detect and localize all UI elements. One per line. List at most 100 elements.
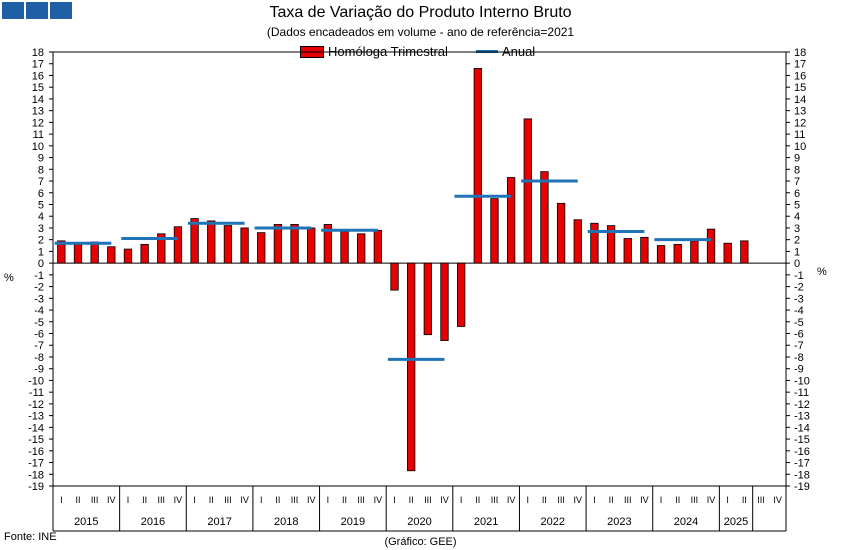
logo xyxy=(2,2,72,19)
y-tick-label-left: -15 xyxy=(28,434,44,446)
bar-quarterly xyxy=(440,262,449,341)
x-tick-label-quarter: II xyxy=(409,495,414,505)
bar-quarterly xyxy=(290,224,299,264)
x-tick-label-quarter: I xyxy=(593,495,596,505)
bar-quarterly xyxy=(307,227,316,264)
x-tick-label-quarter: II xyxy=(675,495,680,505)
y-tick-label-left: 3 xyxy=(38,223,44,235)
y-tick-label-left: -1 xyxy=(34,270,44,282)
y-tick-label-right: 18 xyxy=(794,47,806,59)
bar-quarterly xyxy=(490,198,499,264)
x-tick-label-quarter: I xyxy=(260,495,263,505)
y-tick-label-left: 16 xyxy=(32,70,44,82)
x-tick-label-year: 2021 xyxy=(474,516,498,528)
logo-block xyxy=(50,2,72,19)
y-tick-label-right: 15 xyxy=(794,82,806,94)
y-tick-label-right: 10 xyxy=(794,141,806,153)
bar-quarterly xyxy=(340,231,349,264)
y-tick-label-left: 13 xyxy=(32,106,44,118)
bar-quarterly xyxy=(623,238,632,264)
y-tick-label-left: -17 xyxy=(28,458,44,470)
y-tick-label-right: 7 xyxy=(794,176,800,188)
x-tick-label-quarter: I xyxy=(193,495,196,505)
x-tick-label-quarter: II xyxy=(742,495,747,505)
chart-subtitle: (Dados encadeados em volume - ano de ref… xyxy=(266,25,575,39)
y-tick-label-left: -4 xyxy=(34,305,44,317)
x-tick-label-quarter: I xyxy=(527,495,530,505)
x-tick-label-quarter: IV xyxy=(507,495,516,505)
x-tick-label-quarter: III xyxy=(691,495,699,505)
y-tick-label-right: -4 xyxy=(794,305,804,317)
y-tick-label-left: -10 xyxy=(28,375,44,387)
y-tick-label-left: 0 xyxy=(38,258,44,270)
y-tick-label-right: -5 xyxy=(794,317,804,329)
y-tick-label-left: -3 xyxy=(34,293,44,305)
y-tick-label-right: 12 xyxy=(794,117,806,129)
bar-quarterly xyxy=(740,240,749,264)
bar-quarterly xyxy=(373,229,383,264)
y-tick-label-left: 5 xyxy=(38,199,44,211)
x-tick-label-quarter: III xyxy=(557,495,565,505)
y-tick-label-left: -6 xyxy=(34,329,44,341)
x-tick-label-quarter: II xyxy=(342,495,347,505)
y-tick-label-right: 11 xyxy=(794,129,805,141)
bar-quarterly xyxy=(273,224,283,264)
y-tick-label-left: -12 xyxy=(28,399,44,411)
bar-quarterly xyxy=(723,242,732,264)
y-tick-label-left: 9 xyxy=(38,153,44,165)
bar-quarterly xyxy=(423,262,432,336)
x-tick-label-quarter: IV xyxy=(307,495,316,505)
x-tick-label-quarter: II xyxy=(475,495,480,505)
x-tick-label-year: 2022 xyxy=(541,516,565,528)
bar-quarterly xyxy=(456,262,466,327)
chart-title: Taxa de Variação do Produto Interno Brut… xyxy=(269,4,572,21)
x-tick-label-quarter: I xyxy=(460,495,463,505)
y-tick-label-right: -15 xyxy=(794,434,810,446)
bar-quarterly xyxy=(706,228,716,264)
y-tick-label-left: 14 xyxy=(32,94,44,106)
x-tick-label-quarter: II xyxy=(209,495,214,505)
y-tick-label-right: 16 xyxy=(794,70,806,82)
y-tick-label-left: -9 xyxy=(34,364,44,376)
x-tick-label-quarter: I xyxy=(327,495,330,505)
y-tick-label-left: 12 xyxy=(32,117,44,129)
y-tick-label-right: -3 xyxy=(794,293,804,305)
y-tick-label-left: 8 xyxy=(38,164,44,176)
x-tick-label-quarter: IV xyxy=(707,495,716,505)
x-tick-label-quarter: IV xyxy=(374,495,383,505)
x-tick-label-quarter: IV xyxy=(440,495,449,505)
credit-note: (Gráfico: GEE) xyxy=(384,536,457,548)
x-tick-label-year: 2019 xyxy=(341,516,365,528)
x-tick-label-quarter: II xyxy=(275,495,280,505)
y-tick-label-left: 2 xyxy=(38,235,44,247)
x-tick-label-quarter: I xyxy=(660,495,663,505)
y-tick-label-right: 3 xyxy=(794,223,800,235)
x-tick-label-quarter: IV xyxy=(574,495,583,505)
y-tick-label-right: 8 xyxy=(794,164,800,176)
y-tick-label-left: 10 xyxy=(32,141,44,153)
bar-quarterly xyxy=(90,241,99,264)
y-tick-label-left: -14 xyxy=(28,422,44,434)
bar-quarterly xyxy=(590,222,599,264)
bar-quarterly xyxy=(73,243,83,264)
y-tick-label-right: 13 xyxy=(794,106,806,118)
bar-quarterly xyxy=(690,240,699,264)
y-tick-label-right: 0 xyxy=(794,258,800,270)
y-tick-label-right: 6 xyxy=(794,188,800,200)
y-tick-label-left: -19 xyxy=(28,481,44,493)
x-tick-label-quarter: I xyxy=(127,495,130,505)
x-tick-label-year: 2023 xyxy=(607,516,631,528)
bar-quarterly xyxy=(173,226,183,264)
bar-quarterly xyxy=(407,262,416,472)
x-tick-label-quarter: III xyxy=(424,495,432,505)
x-tick-label-quarter: IV xyxy=(174,495,183,505)
y-tick-label-right: 4 xyxy=(794,211,800,223)
source-note: Fonte: INE xyxy=(4,531,57,543)
y-tick-label-left: -5 xyxy=(34,317,44,329)
x-tick-label-quarter: III xyxy=(224,495,232,505)
y-tick-label-right: -18 xyxy=(794,469,810,481)
bar-quarterly xyxy=(506,177,516,264)
bar-quarterly xyxy=(257,232,266,264)
bar-quarterly xyxy=(207,220,216,264)
